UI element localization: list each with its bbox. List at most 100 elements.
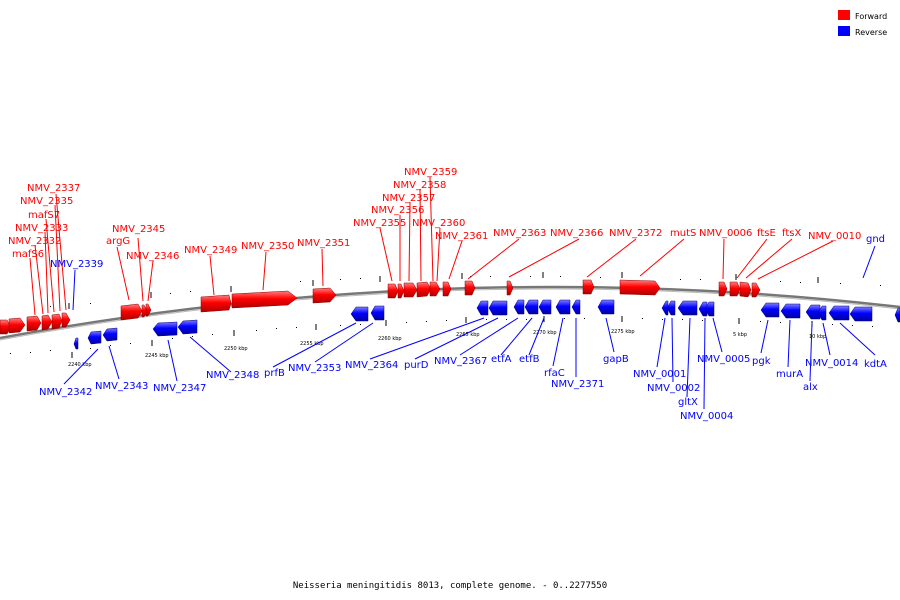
gene-label-forward[interactable]: NMV_2356 (371, 205, 424, 216)
reverse-gene[interactable] (350, 306, 369, 322)
forward-gene[interactable] (8, 317, 26, 334)
forward-gene[interactable] (387, 283, 399, 299)
gene-label-forward[interactable]: NMV_2372 (609, 228, 662, 239)
reverse-gene[interactable] (87, 330, 102, 345)
gene-label-forward[interactable]: ftsE (757, 228, 776, 239)
gene-label-forward[interactable]: NMV_2363 (493, 228, 546, 239)
gene-label-reverse[interactable]: etfB (519, 354, 540, 365)
forward-gene[interactable] (312, 287, 337, 304)
gene-label-forward[interactable]: mutS (670, 228, 696, 239)
gene-label-reverse[interactable]: NMV_0001 (633, 369, 686, 380)
reverse-gene[interactable] (666, 300, 676, 316)
forward-gene[interactable] (416, 281, 432, 298)
gene-label-forward[interactable]: NMV_2355 (353, 218, 406, 229)
reverse-gene[interactable] (805, 304, 821, 320)
gene-label-forward[interactable]: NMV_2351 (297, 238, 350, 249)
gene-label-forward[interactable]: NMV_2357 (382, 193, 435, 204)
reverse-gene[interactable] (704, 301, 715, 317)
forward-gene[interactable] (41, 314, 53, 331)
gene-label-forward[interactable]: ftsX (782, 228, 801, 239)
gene-label-reverse[interactable]: etfA (491, 354, 512, 365)
gene-label-forward[interactable]: NMV_2332 (8, 236, 61, 247)
gene-label-reverse[interactable]: alx (803, 382, 818, 393)
reverse-gene[interactable] (817, 305, 827, 321)
forward-gene[interactable] (739, 281, 752, 298)
reverse-gene[interactable] (177, 319, 198, 335)
reverse-gene[interactable] (571, 299, 581, 315)
gene-label-reverse[interactable]: purD (404, 360, 429, 371)
forward-gene[interactable] (464, 280, 476, 296)
forward-gene[interactable] (751, 282, 761, 298)
forward-gene[interactable] (231, 290, 298, 309)
gene-label-forward[interactable]: NMV_2361 (435, 231, 488, 242)
gene-label-reverse[interactable]: kdtA (864, 359, 887, 370)
reverse-gene[interactable] (597, 299, 615, 315)
reverse-gene[interactable] (524, 299, 539, 315)
gene-label-reverse[interactable]: gapB (603, 354, 629, 365)
gene-label-reverse[interactable]: NMV_0004 (680, 411, 733, 422)
reverse-gene[interactable] (698, 301, 708, 317)
gene-label-reverse[interactable]: NMV_2347 (153, 383, 206, 394)
gene-label-forward[interactable]: mafS6 (12, 249, 44, 260)
gene-label-reverse[interactable]: NMV_2367 (434, 356, 487, 367)
reverse-gene[interactable] (476, 300, 489, 316)
gene-label-reverse[interactable]: prfB (264, 368, 285, 379)
reverse-gene[interactable] (661, 300, 669, 316)
reverse-gene[interactable] (513, 299, 525, 315)
forward-gene[interactable] (200, 294, 232, 313)
forward-gene[interactable] (429, 281, 441, 297)
forward-gene[interactable] (506, 280, 514, 296)
gene-label-forward[interactable]: argG (106, 236, 130, 247)
gene-label-reverse[interactable]: NMV_2353 (288, 363, 341, 374)
reverse-gene[interactable] (677, 300, 698, 316)
gene-label-forward[interactable]: NMV_2359 (404, 167, 457, 178)
forward-gene[interactable] (145, 303, 152, 317)
forward-gene[interactable] (26, 315, 42, 332)
forward-gene[interactable] (582, 279, 595, 295)
reverse-gene[interactable] (828, 305, 850, 321)
gene-label-reverse[interactable]: NMV_2364 (345, 360, 398, 371)
gene-label-forward[interactable]: NMV_2335 (20, 196, 73, 207)
gene-label-reverse[interactable]: NMV_0014 (805, 358, 858, 369)
gene-label-forward[interactable]: NMV_2358 (393, 180, 446, 191)
reverse-gene[interactable] (370, 305, 385, 321)
reverse-gene[interactable] (538, 299, 552, 315)
gene-label-reverse[interactable]: rfaC (544, 368, 565, 379)
forward-gene[interactable] (718, 281, 728, 297)
reverse-gene[interactable] (488, 300, 508, 316)
reverse-gene[interactable] (849, 306, 873, 322)
gene-label-reverse[interactable]: NMV_2343 (95, 381, 148, 392)
gene-label-reverse[interactable]: NMV_2348 (206, 370, 259, 381)
gene-label-reverse[interactable]: murA (776, 369, 803, 380)
gene-label-reverse[interactable]: NMV_0005 (697, 354, 750, 365)
gene-label-reverse[interactable]: pgk (752, 356, 771, 367)
forward-gene[interactable] (397, 283, 405, 299)
gene-label-forward[interactable]: NMV_2360 (412, 218, 465, 229)
gene-label-forward[interactable]: mafS7 (28, 210, 60, 221)
gene-label-reverse[interactable]: NMV_2371 (551, 379, 604, 390)
gene-label-forward[interactable]: NMV_0006 (699, 228, 752, 239)
gene-label-forward[interactable]: NMV_2366 (550, 228, 603, 239)
gene-label-reverse[interactable]: gltX (678, 397, 698, 408)
gene-label-forward[interactable]: NMV_0010 (808, 231, 861, 242)
gene-label-forward[interactable]: NMV_2333 (15, 223, 68, 234)
forward-gene[interactable] (403, 282, 418, 298)
reverse-gene[interactable] (73, 337, 79, 350)
gene-label-reverse[interactable]: gnd (866, 234, 885, 245)
forward-gene[interactable] (61, 312, 71, 328)
forward-gene[interactable] (442, 281, 452, 297)
gene-label-forward[interactable]: NMV_2349 (184, 245, 237, 256)
forward-gene[interactable] (141, 304, 148, 318)
reverse-gene[interactable] (102, 327, 118, 342)
reverse-gene[interactable] (894, 307, 900, 323)
gene-label-forward[interactable]: NMV_2350 (241, 241, 294, 252)
reverse-gene[interactable] (152, 321, 178, 337)
gene-label-forward[interactable]: NMV_2345 (112, 224, 165, 235)
gene-label-reverse[interactable]: NMV_2342 (39, 387, 92, 398)
gene-label-reverse[interactable]: NMV_0002 (647, 383, 700, 394)
forward-gene[interactable] (619, 279, 661, 296)
reverse-gene[interactable] (780, 303, 801, 319)
reverse-gene[interactable] (760, 302, 780, 318)
reverse-gene[interactable] (555, 299, 571, 315)
gene-label-forward[interactable]: NMV_2337 (27, 183, 80, 194)
